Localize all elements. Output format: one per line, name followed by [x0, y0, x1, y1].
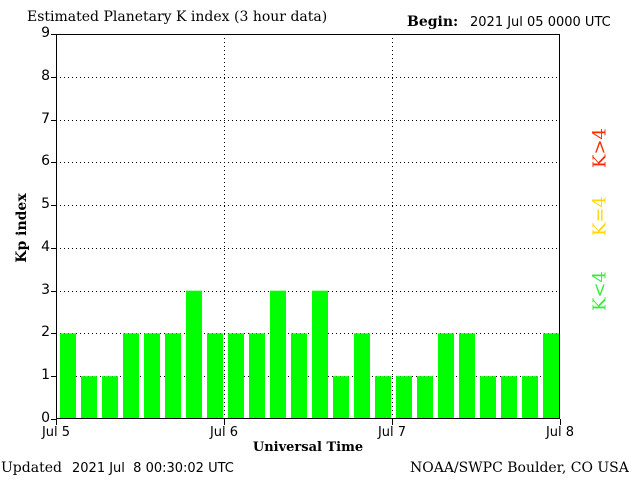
kp-bar: [417, 376, 433, 419]
y-tick-label: 3: [41, 281, 50, 298]
x-tick-label: Jul 7: [377, 425, 407, 440]
kp-bar: [144, 333, 160, 419]
y-tick-label: 2: [41, 324, 50, 341]
legend-k-less-4: K<4: [589, 271, 611, 311]
x-tick-label: Jul 8: [545, 425, 575, 440]
kp-bar: [375, 376, 391, 419]
kp-bar: [60, 333, 76, 419]
kp-bar: [312, 290, 328, 419]
kp-bar: [396, 376, 412, 419]
y-tick-label: 9: [41, 25, 50, 41]
kp-bar: [249, 333, 265, 419]
kp-bar: [354, 333, 370, 419]
kp-bar: [333, 376, 349, 419]
kp-bar: [228, 333, 244, 419]
y-tick-label: 5: [41, 196, 50, 213]
grid-lines: [56, 34, 560, 419]
credit-text: NOAA/SWPC Boulder, CO USA: [410, 460, 629, 476]
kp-bar: [186, 290, 202, 419]
kp-bar: [123, 333, 139, 419]
y-tick-label: 0: [41, 410, 50, 426]
kp-bar: [543, 333, 559, 419]
axis-ticks: [51, 34, 561, 425]
plot-frame: [56, 34, 560, 419]
bars: [60, 290, 559, 419]
chart-title: Estimated Planetary K index (3 hour data…: [27, 9, 328, 25]
kp-bar: [207, 333, 223, 419]
kp-bar: [480, 376, 496, 419]
y-tick-label: 6: [41, 153, 50, 170]
updated-label: Updated: [1, 460, 62, 476]
x-axis-label: Universal Time: [252, 440, 364, 455]
y-axis-label: Kp index: [14, 193, 30, 263]
legend-k-greater-4: K>4: [589, 128, 611, 168]
y-tick-label: 4: [41, 238, 50, 255]
kp-bar: [291, 333, 307, 419]
kp-bar: [270, 290, 286, 419]
kp-bar: [102, 376, 118, 419]
kp-bar: [522, 376, 538, 419]
kp-bar: [165, 333, 181, 419]
x-tick-label: Jul 6: [209, 425, 239, 440]
kp-bar: [459, 333, 475, 419]
begin-value: 2021 Jul 05 0000 UTC: [470, 15, 611, 30]
updated-value: 2021 Jul 8 00:30:02 UTC: [72, 461, 234, 476]
kp-bar: [438, 333, 454, 419]
x-tick-label: Jul 5: [41, 425, 71, 440]
begin-label: Begin:: [407, 14, 459, 30]
y-tick-label: 1: [41, 367, 50, 384]
kp-bar: [81, 376, 97, 419]
y-tick-label: 7: [41, 110, 50, 127]
legend-k-equal-4: K=4: [589, 196, 611, 236]
kp-bar: [501, 376, 517, 419]
y-tick-label: 8: [41, 67, 50, 84]
